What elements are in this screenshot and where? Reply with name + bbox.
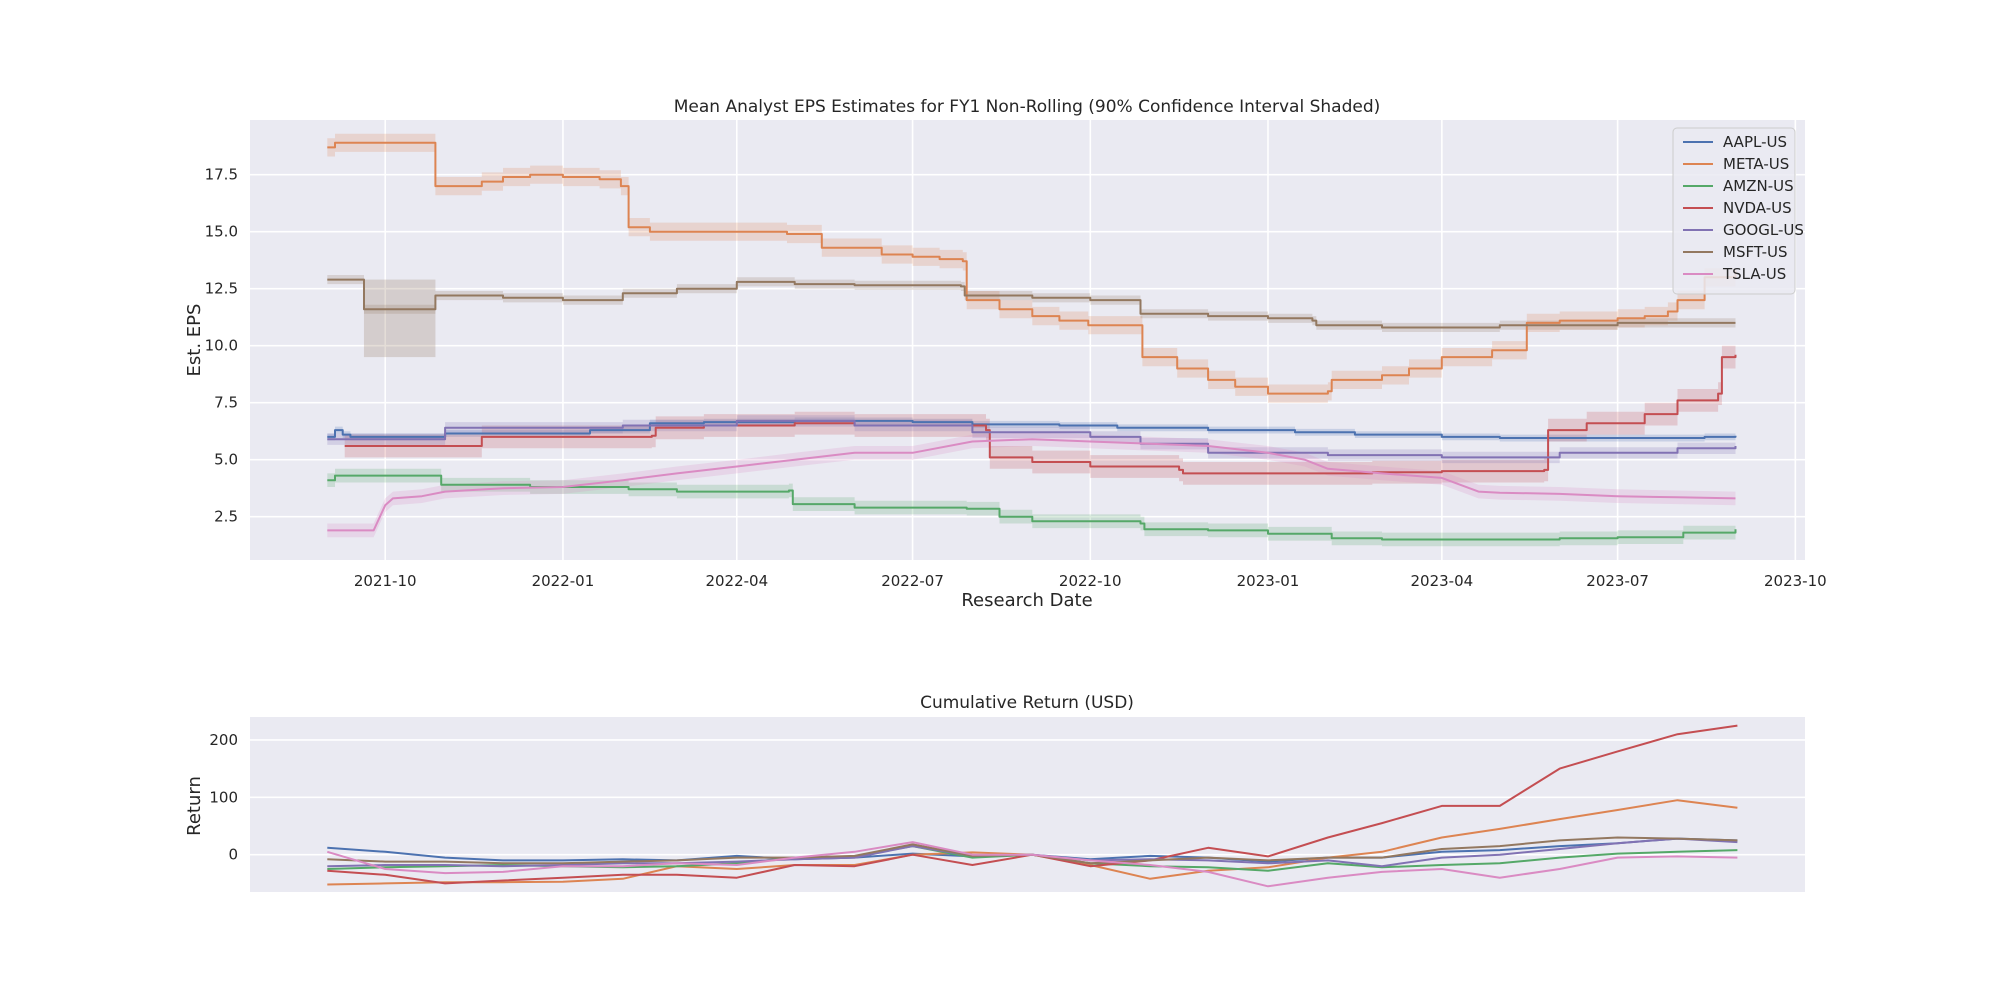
eps-plot-area [250, 120, 1805, 560]
eps-x-tick-label: 2023-07 [1586, 572, 1649, 590]
return-y-tick-labels: 0 100 200 [209, 731, 238, 864]
return-line-tsla-us [327, 841, 1738, 888]
return-series-lines [327, 724, 1738, 888]
eps-y-tick-label: 15.0 [205, 223, 238, 241]
eps-y-axis-label: Est. EPS [184, 304, 205, 377]
eps-legend-label: TSLA-US [1722, 265, 1786, 283]
eps-line-nvda-us [344, 354, 1737, 475]
eps-x-tick-labels: 2021-10 2022-01 2022-04 2022-07 2022-10 2023-… [354, 572, 1827, 590]
eps-series-lines [327, 141, 1737, 541]
eps-legend-label: META-US [1723, 155, 1789, 173]
eps-ci-band-amzn-us [327, 468, 1736, 547]
eps-legend: AAPL-US META-US AMZN-US NVDA-US GOOGL-US MSFT… [1672, 127, 1804, 295]
eps-x-tick-label: 2022-10 [1059, 572, 1122, 590]
return-y-tick-label: 100 [209, 788, 238, 806]
eps-y-tick-label: 10.0 [205, 337, 238, 355]
eps-y-tick-label: 7.5 [214, 394, 238, 412]
eps-legend-label: MSFT-US [1723, 243, 1788, 261]
eps-x-tick-label: 2023-01 [1237, 572, 1300, 590]
eps-ci-wide-band-msft-us [363, 279, 436, 358]
eps-line-msft-us [327, 278, 1736, 329]
eps-x-tick-label: 2023-10 [1764, 572, 1827, 590]
eps-ci-band-nvda-us [344, 343, 1736, 485]
eps-legend-label: GOOGL-US [1723, 221, 1804, 239]
eps-y-tick-labels: 2.5 5.0 7.5 10.0 12.5 15.0 17.5 [205, 166, 238, 526]
eps-x-tick-label: 2022-04 [705, 572, 768, 590]
eps-y-tick-label: 5.0 [214, 451, 238, 469]
eps-y-tick-label: 12.5 [205, 280, 238, 298]
eps-chart-title: Mean Analyst EPS Estimates for FY1 Non-R… [674, 97, 1381, 117]
return-y-tick-label: 200 [209, 731, 238, 749]
eps-y-tick-label: 17.5 [205, 166, 238, 184]
return-y-axis-label: Return [184, 776, 205, 836]
eps-x-tick-label: 2021-10 [354, 572, 417, 590]
eps-y-tick-label: 2.5 [214, 508, 238, 526]
eps-x-tick-label: 2023-04 [1411, 572, 1474, 590]
eps-legend-label: AAPL-US [1723, 133, 1787, 151]
eps-x-tick-label: 2022-07 [881, 572, 944, 590]
eps-ci-band-tsla-us [327, 432, 1736, 538]
return-y-tick-label: 0 [228, 846, 238, 864]
return-chart-title: Cumulative Return (USD) [920, 693, 1134, 713]
eps-legend-label: NVDA-US [1723, 199, 1792, 217]
eps-line-amzn-us [327, 474, 1737, 541]
eps-line-googl-us [327, 419, 1737, 459]
return-chart: 0 100 200 Cumulative Return (USD) Return [184, 693, 1805, 892]
eps-legend-label: AMZN-US [1723, 177, 1794, 195]
eps-line-tsla-us [327, 438, 1736, 532]
eps-chart: 2021-10 2022-01 2022-04 2022-07 2022-10 2023-… [184, 97, 1827, 611]
eps-x-tick-label: 2022-01 [532, 572, 595, 590]
eps-x-axis-label: Research Date [961, 590, 1092, 611]
eps-line-meta-us [327, 141, 1737, 395]
eps-line-aapl-us [327, 419, 1737, 439]
